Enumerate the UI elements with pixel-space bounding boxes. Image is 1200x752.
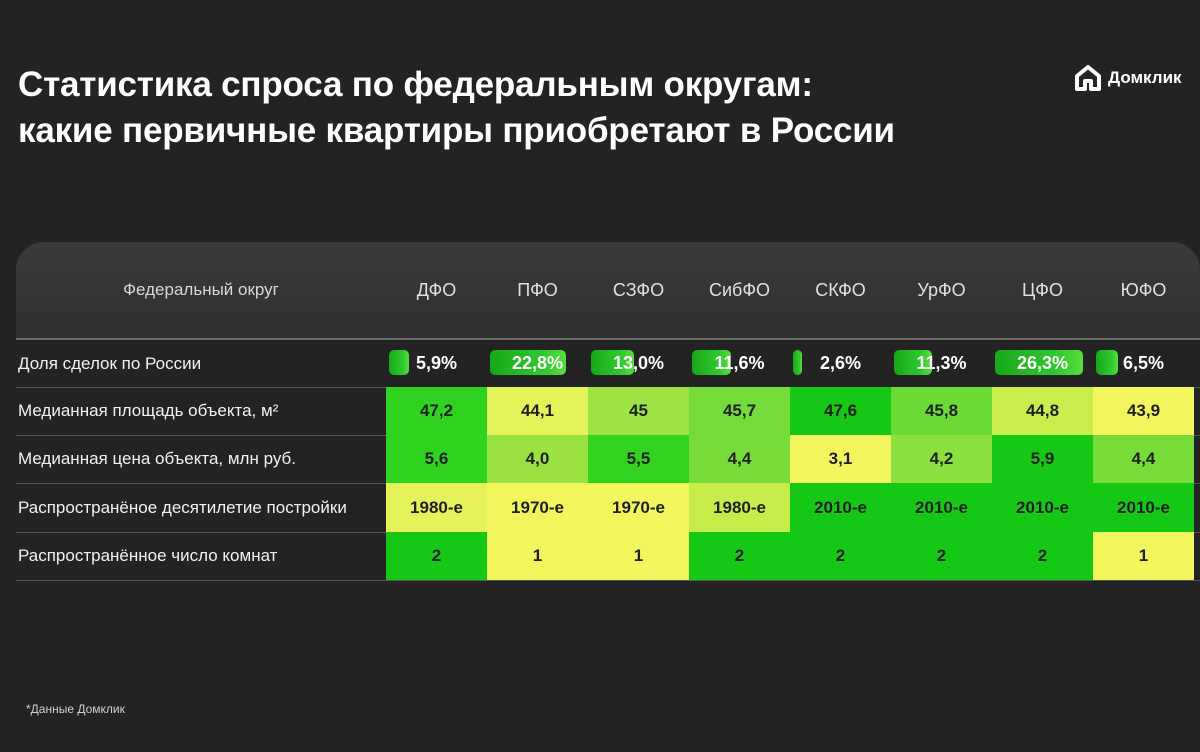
heat-cell: 44,8 bbox=[992, 387, 1093, 435]
column-header: ЦФО bbox=[1021, 279, 1063, 300]
row-label: Доля сделок по России bbox=[18, 353, 202, 373]
share-cell: 2,6% bbox=[790, 340, 891, 387]
table-row: Медианная цена объекта, млн руб. 5,6 4,0 5,… bbox=[16, 435, 1200, 484]
share-value: 6,5% bbox=[1122, 353, 1165, 373]
heat-cell: 47,2 bbox=[386, 387, 487, 435]
share-value: 11,3% bbox=[916, 353, 967, 373]
table-row: Распространённое число комнат 2 1 1 2 2 2 2 1 bbox=[16, 532, 1200, 581]
heat-cell: 1 bbox=[487, 532, 588, 580]
column-header: ДФО bbox=[416, 279, 457, 300]
share-value: 11,6% bbox=[714, 353, 765, 373]
heat-cell: 2010-е bbox=[1093, 483, 1194, 532]
heat-cell: 2 bbox=[891, 532, 992, 580]
stats-table: Федеральный округ ДФО ПФО СЗФО СибФО СКФО УрФ… bbox=[16, 242, 1200, 581]
heat-cell: 47,6 bbox=[790, 387, 891, 435]
share-bar bbox=[692, 350, 731, 375]
share-value: 2,6% bbox=[819, 353, 862, 373]
share-bar bbox=[389, 350, 409, 375]
share-value: 22,8% bbox=[511, 353, 564, 373]
heat-cell: 45,8 bbox=[891, 387, 992, 435]
column-header: ПФО bbox=[517, 279, 558, 300]
heat-cell: 1980-е bbox=[386, 483, 487, 532]
share-bar bbox=[1096, 350, 1118, 375]
share-value: 26,3% bbox=[1016, 353, 1069, 373]
column-header: ЮФО bbox=[1120, 279, 1167, 300]
share-cell: 26,3% bbox=[992, 340, 1093, 387]
column-header: СибФО bbox=[708, 279, 771, 300]
heat-cell: 3,1 bbox=[790, 435, 891, 483]
share-bar bbox=[995, 350, 1083, 375]
heat-cell: 44,1 bbox=[487, 387, 588, 435]
heat-cell: 1970-е bbox=[588, 483, 689, 532]
page-title: Статистика спроса по федеральным округам… bbox=[18, 62, 895, 154]
heat-cell: 2 bbox=[689, 532, 790, 580]
heat-cell: 1980-е bbox=[689, 483, 790, 532]
share-cell: 13,0% bbox=[588, 340, 689, 387]
heat-cell: 2 bbox=[790, 532, 891, 580]
share-cell: 11,6% bbox=[689, 340, 790, 387]
table-row: Распространёное десятилетие постройки 198… bbox=[16, 483, 1200, 533]
heat-cell: 45 bbox=[588, 387, 689, 435]
heat-cell: 1 bbox=[588, 532, 689, 580]
heat-cell: 4,4 bbox=[689, 435, 790, 483]
heat-cell: 45,7 bbox=[689, 387, 790, 435]
row-label: Распространённое число комнат bbox=[18, 546, 278, 565]
share-bar bbox=[591, 350, 635, 375]
column-header: СКФО bbox=[815, 279, 866, 300]
table-row: Доля сделок по России 5,9% 22,8% 13,0% 11,6%… bbox=[16, 340, 1200, 388]
heat-cell: 2010-е bbox=[992, 483, 1093, 532]
title-line-2: какие первичные квартиры приобретают в Р… bbox=[18, 111, 895, 150]
heat-cell: 1 bbox=[1093, 532, 1194, 580]
share-bar bbox=[894, 350, 932, 375]
heat-cell: 43,9 bbox=[1093, 387, 1194, 435]
heat-cell: 5,5 bbox=[588, 435, 689, 483]
heat-cell: 1970-е bbox=[487, 483, 588, 532]
heat-cell: 4,0 bbox=[487, 435, 588, 483]
share-bar bbox=[793, 350, 802, 375]
column-header: СЗФО bbox=[612, 279, 665, 300]
house-icon bbox=[1075, 65, 1101, 91]
share-bar bbox=[490, 350, 567, 375]
heat-cell: 4,4 bbox=[1093, 435, 1194, 483]
heat-cell: 2 bbox=[386, 532, 487, 580]
share-value: 5,9% bbox=[415, 353, 458, 373]
heat-cell: 5,6 bbox=[386, 435, 487, 483]
table-header: Федеральный округ ДФО ПФО СЗФО СибФО СКФО УрФ… bbox=[16, 242, 1200, 340]
row-label: Медианная цена объекта, млн руб. bbox=[18, 449, 296, 468]
row-label: Распространёное десятилетие постройки bbox=[18, 497, 347, 517]
column-header: УрФО bbox=[917, 279, 966, 300]
heat-cell: 2010-е bbox=[891, 483, 992, 532]
share-cell: 11,3% bbox=[891, 340, 992, 387]
title-line-1: Статистика спроса по федеральным округам… bbox=[18, 65, 813, 104]
heat-cell: 2010-е bbox=[790, 483, 891, 532]
row-label: Медианная площадь объекта, м² bbox=[18, 401, 279, 420]
brand-logo: Домклик bbox=[1074, 64, 1182, 92]
heat-cell: 5,9 bbox=[992, 435, 1093, 483]
heat-cell: 2 bbox=[992, 532, 1093, 580]
share-cell: 22,8% bbox=[487, 340, 588, 387]
share-cell: 6,5% bbox=[1093, 340, 1194, 387]
logo-text: Домклик bbox=[1108, 68, 1182, 87]
share-cell: 5,9% bbox=[386, 340, 487, 387]
header-label: Федеральный округ bbox=[123, 280, 279, 299]
footnote: *Данные Домклик bbox=[26, 702, 125, 716]
heat-cell: 4,2 bbox=[891, 435, 992, 483]
share-value: 13,0% bbox=[612, 353, 665, 373]
table-row: Медианная площадь объекта, м² 47,2 44,1 45 4… bbox=[16, 387, 1200, 436]
